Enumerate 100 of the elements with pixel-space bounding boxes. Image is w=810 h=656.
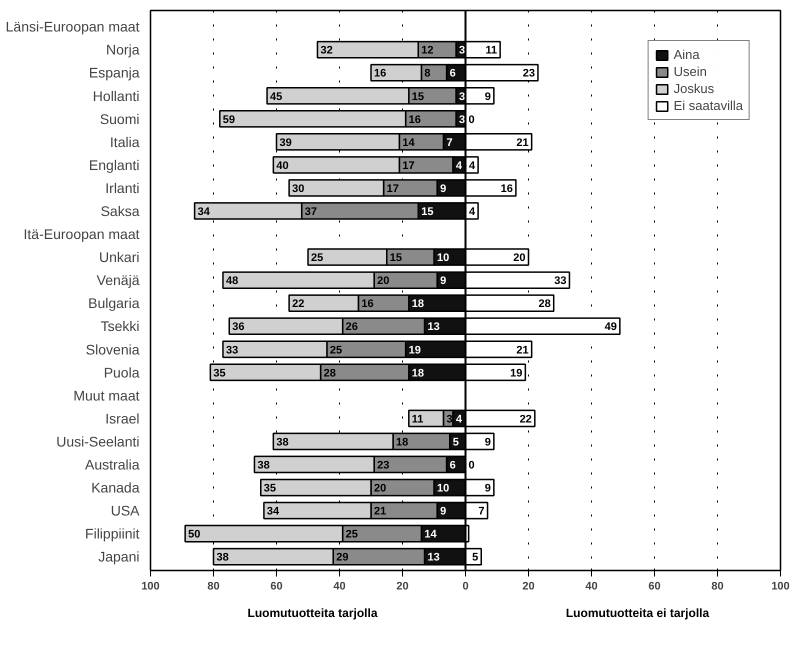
y-tick-label: Italia <box>110 134 140 150</box>
data-label: 45 <box>270 90 282 103</box>
data-label: 18 <box>412 367 424 380</box>
data-label: 14 <box>424 528 438 541</box>
data-label: 35 <box>213 367 226 380</box>
data-label: 6 <box>450 459 456 472</box>
data-label: 21 <box>516 344 529 356</box>
x-tick-label: 40 <box>585 580 598 592</box>
y-tick-label: Espanja <box>88 64 140 81</box>
y-tick-label: Puola <box>104 364 140 380</box>
y-tick-label: Muut maat <box>73 387 140 404</box>
y-tick-label: Hollanti <box>92 88 140 104</box>
data-label: 6 <box>450 68 456 80</box>
data-label: 5 <box>452 436 459 448</box>
x-tick-label: 100 <box>771 580 790 592</box>
y-tick-label: Israel <box>105 410 140 426</box>
data-label: 17 <box>402 160 415 172</box>
data-label: 20 <box>513 252 526 264</box>
data-label: 40 <box>276 160 289 172</box>
data-label: 33 <box>554 275 566 288</box>
data-label: 10 <box>437 482 450 495</box>
data-label: 13 <box>428 321 440 334</box>
data-label: 11 <box>486 44 498 57</box>
y-tick-label: USA <box>110 502 140 519</box>
data-label: 38 <box>216 552 229 564</box>
data-label: 32 <box>320 44 333 57</box>
data-label: 4 <box>456 413 463 426</box>
data-label: 33 <box>226 344 238 356</box>
y-tick-label: Unkari <box>99 249 140 266</box>
data-label: 4 <box>468 206 476 218</box>
data-label: 28 <box>538 298 551 310</box>
legend-label: Aina <box>674 47 700 62</box>
y-tick-label: Japani <box>98 548 140 565</box>
x-tick-label: 60 <box>648 580 661 592</box>
x-tick-label: 20 <box>522 580 535 592</box>
data-label: 0 <box>468 459 475 472</box>
legend-label: Ei saatavilla <box>674 98 743 113</box>
data-label: 12 <box>421 44 434 57</box>
data-label: 35 <box>264 482 276 495</box>
data-label: 34 <box>198 206 211 218</box>
data-label: 18 <box>396 436 408 448</box>
y-tick-label: Slovenia <box>86 341 140 358</box>
data-label: 19 <box>408 344 421 356</box>
y-tick-label: Kanada <box>91 480 140 496</box>
y-tick-label: Saksa <box>100 202 140 219</box>
y-tick-label: Filippiinit <box>85 526 140 542</box>
data-label: 4 <box>456 160 463 172</box>
data-label: 15 <box>390 252 402 264</box>
y-tick-label: Englanti <box>88 156 140 173</box>
data-label: 38 <box>257 459 270 472</box>
legend-label: Joskus <box>674 81 714 96</box>
data-label: 3 <box>459 90 466 103</box>
data-label: 34 <box>266 506 280 518</box>
data-label: 3 <box>459 44 466 57</box>
y-tick-label: Norja <box>106 42 140 58</box>
data-label: 25 <box>311 252 324 264</box>
data-label: 19 <box>510 367 522 380</box>
data-label: 16 <box>500 182 513 195</box>
data-label: 21 <box>516 136 529 149</box>
data-label: 26 <box>346 321 358 334</box>
data-label: 8 <box>424 68 431 80</box>
data-label: 15 <box>421 206 434 218</box>
data-label: 25 <box>330 344 342 356</box>
data-label: 4 <box>468 160 476 172</box>
y-tick-label: Itä-Euroopan maat <box>24 226 140 242</box>
y-tick-label: Irlanti <box>105 180 140 196</box>
y-tick-label: Australia <box>85 456 140 472</box>
y-tick-label: Uusi-Seelanti <box>56 433 140 450</box>
x-tick-label: 80 <box>711 580 724 592</box>
data-label: 15 <box>412 90 424 103</box>
x-tick-label: 80 <box>207 580 220 592</box>
data-label: 21 <box>374 506 386 518</box>
x-tick-label: 0 <box>462 580 469 592</box>
data-label: 20 <box>377 275 390 288</box>
data-label: 0 <box>468 114 475 126</box>
data-label: 50 <box>188 528 200 541</box>
data-label: 30 <box>292 182 304 195</box>
data-label: 20 <box>374 482 386 495</box>
y-tick-label: Bulgaria <box>88 295 140 312</box>
data-label: 49 <box>604 321 617 334</box>
data-label: 16 <box>361 298 374 310</box>
data-label: 23 <box>377 459 390 472</box>
data-label: 9 <box>440 275 446 288</box>
data-label: 9 <box>484 90 491 103</box>
x-tick-label: 60 <box>270 580 283 592</box>
data-label: 16 <box>408 114 421 126</box>
y-tick-label: Venäjä <box>96 272 140 288</box>
x-tick-label: 20 <box>396 580 409 592</box>
data-label: 3 <box>459 114 466 126</box>
data-label: 7 <box>478 506 485 518</box>
data-label: 9 <box>484 436 491 448</box>
data-label: 38 <box>276 436 289 448</box>
data-label: 18 <box>412 298 424 310</box>
text: Luomutuotteita ei tarjolla <box>566 605 710 622</box>
y-tick-label: Tsekki <box>100 318 140 334</box>
data-label: 9 <box>484 482 491 495</box>
data-label: 5 <box>472 552 478 564</box>
data-label: 59 <box>222 114 236 126</box>
data-label: 22 <box>292 298 304 310</box>
data-label: 22 <box>520 413 532 426</box>
